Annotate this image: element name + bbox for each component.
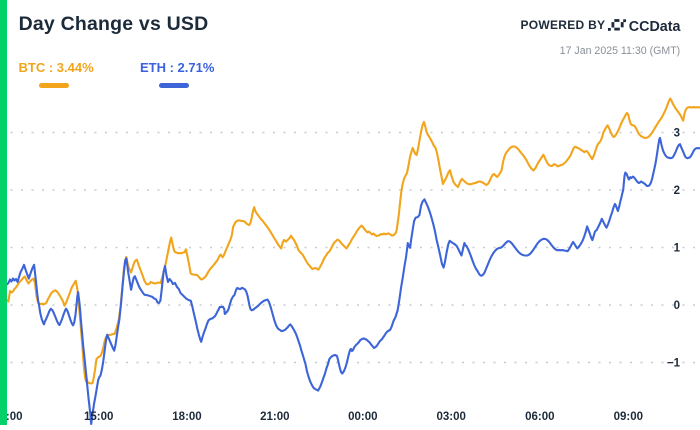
svg-text:15:00: 15:00: [84, 411, 113, 423]
svg-text:1: 1: [674, 243, 681, 255]
svg-text:2: 2: [674, 185, 680, 197]
svg-text:06:00: 06:00: [525, 411, 554, 423]
svg-text:00:00: 00:00: [348, 411, 377, 423]
svg-text:03:00: 03:00: [436, 411, 465, 423]
svg-text:09:00: 09:00: [614, 411, 643, 423]
svg-text:−1: −1: [667, 358, 681, 370]
svg-text:18:00: 18:00: [172, 411, 201, 423]
svg-text:3: 3: [674, 128, 680, 140]
svg-text:0: 0: [674, 300, 680, 312]
svg-text:21:00: 21:00: [260, 411, 289, 423]
svg-text:CCData: CCData: [629, 19, 682, 35]
